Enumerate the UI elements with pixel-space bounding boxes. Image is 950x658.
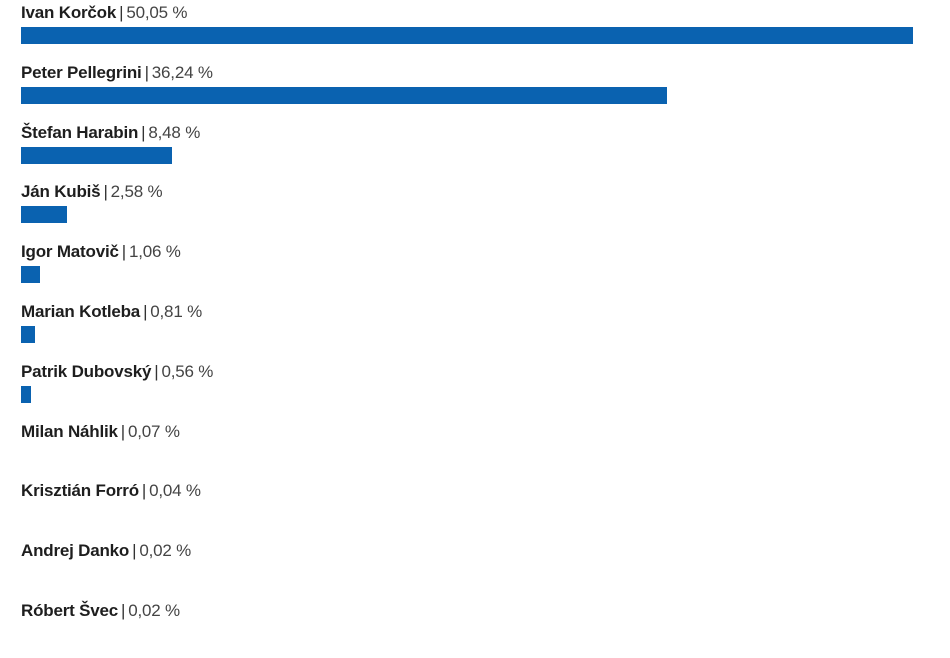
candidate-row: Marian Kotleba | 0,81 % bbox=[21, 299, 931, 359]
candidate-label: Marian Kotleba | 0,81 % bbox=[21, 302, 202, 322]
candidate-name: Peter Pellegrini bbox=[21, 62, 142, 82]
candidate-percentage: 0,02 % bbox=[139, 541, 192, 561]
candidate-row: Igor Matovič | 1,06 % bbox=[21, 239, 931, 299]
candidate-label: Ivan Korčok | 50,05 % bbox=[21, 3, 188, 23]
candidate-label: Ján Kubiš | 2,58 % bbox=[21, 182, 163, 202]
candidate-row: Ján Kubiš | 2,58 % bbox=[21, 179, 931, 239]
separator: | bbox=[141, 481, 147, 501]
separator: | bbox=[143, 302, 148, 321]
candidate-name: Patrik Dubovský bbox=[21, 361, 152, 381]
candidate-name: Igor Matovič bbox=[21, 242, 119, 262]
result-bar bbox=[21, 86, 667, 104]
separator: | bbox=[120, 421, 126, 441]
candidate-name: Ivan Korčok bbox=[21, 3, 117, 22]
candidate-label: Igor Matovič | 1,06 % bbox=[21, 242, 181, 262]
separator: | bbox=[103, 182, 108, 202]
candidate-row: Patrik Dubovský | 0,56 % bbox=[21, 359, 931, 419]
candidate-name: Ján Kubiš bbox=[21, 182, 101, 202]
candidate-row: Andrej Danko | 0,02 % bbox=[21, 538, 931, 598]
candidate-name: Milan Náhlik bbox=[21, 421, 118, 441]
candidate-row: Peter Pellegrini | 36,24 % bbox=[21, 60, 931, 120]
candidate-label: Peter Pellegrini | 36,24 % bbox=[21, 63, 213, 83]
candidate-name: Marian Kotleba bbox=[21, 302, 141, 321]
candidate-row: Ivan Korčok | 50,05 % bbox=[21, 0, 931, 60]
result-bar bbox=[21, 146, 172, 164]
candidate-row: Milan Náhlik | 0,07 % bbox=[21, 419, 931, 479]
candidate-percentage: 0,02 % bbox=[128, 601, 180, 620]
separator: | bbox=[144, 62, 149, 82]
separator: | bbox=[141, 122, 146, 142]
candidate-percentage: 8,48 % bbox=[148, 122, 201, 142]
candidate-name: Krisztián Forró bbox=[21, 481, 139, 501]
separator: | bbox=[119, 3, 124, 22]
separator: | bbox=[121, 601, 126, 620]
result-bar bbox=[21, 266, 40, 284]
result-bar bbox=[21, 206, 67, 224]
candidate-name: Andrej Danko bbox=[21, 541, 130, 561]
separator: | bbox=[154, 361, 159, 381]
result-bar bbox=[21, 326, 35, 343]
candidate-label: Milan Náhlik | 0,07 % bbox=[21, 422, 180, 442]
result-bar bbox=[21, 385, 31, 403]
candidate-row: Krisztián Forró | 0,04 % bbox=[21, 478, 931, 538]
candidate-label: Róbert Švec | 0,02 % bbox=[21, 601, 180, 621]
candidate-row: Róbert Švec | 0,02 % bbox=[21, 598, 931, 658]
candidate-label: Krisztián Forró | 0,04 % bbox=[21, 481, 201, 501]
candidate-label: Štefan Harabin | 8,48 % bbox=[21, 123, 200, 143]
candidate-name: Štefan Harabin bbox=[21, 122, 139, 142]
candidate-percentage: 0,81 % bbox=[150, 302, 203, 321]
candidate-label: Patrik Dubovský | 0,56 % bbox=[21, 362, 213, 382]
candidate-percentage: 2,58 % bbox=[110, 182, 163, 202]
candidate-percentage: 1,06 % bbox=[128, 242, 181, 262]
candidate-percentage: 0,07 % bbox=[128, 421, 180, 441]
separator: | bbox=[132, 541, 137, 561]
result-bar bbox=[21, 27, 913, 44]
candidate-percentage: 0,56 % bbox=[161, 361, 214, 381]
candidate-percentage: 36,24 % bbox=[151, 62, 213, 82]
separator: | bbox=[121, 242, 126, 262]
candidate-row: Štefan Harabin | 8,48 % bbox=[21, 120, 931, 180]
candidate-name: Róbert Švec bbox=[21, 601, 119, 620]
candidate-percentage: 0,04 % bbox=[149, 481, 201, 501]
candidate-percentage: 50,05 % bbox=[126, 3, 188, 22]
candidate-label: Andrej Danko | 0,02 % bbox=[21, 541, 191, 561]
